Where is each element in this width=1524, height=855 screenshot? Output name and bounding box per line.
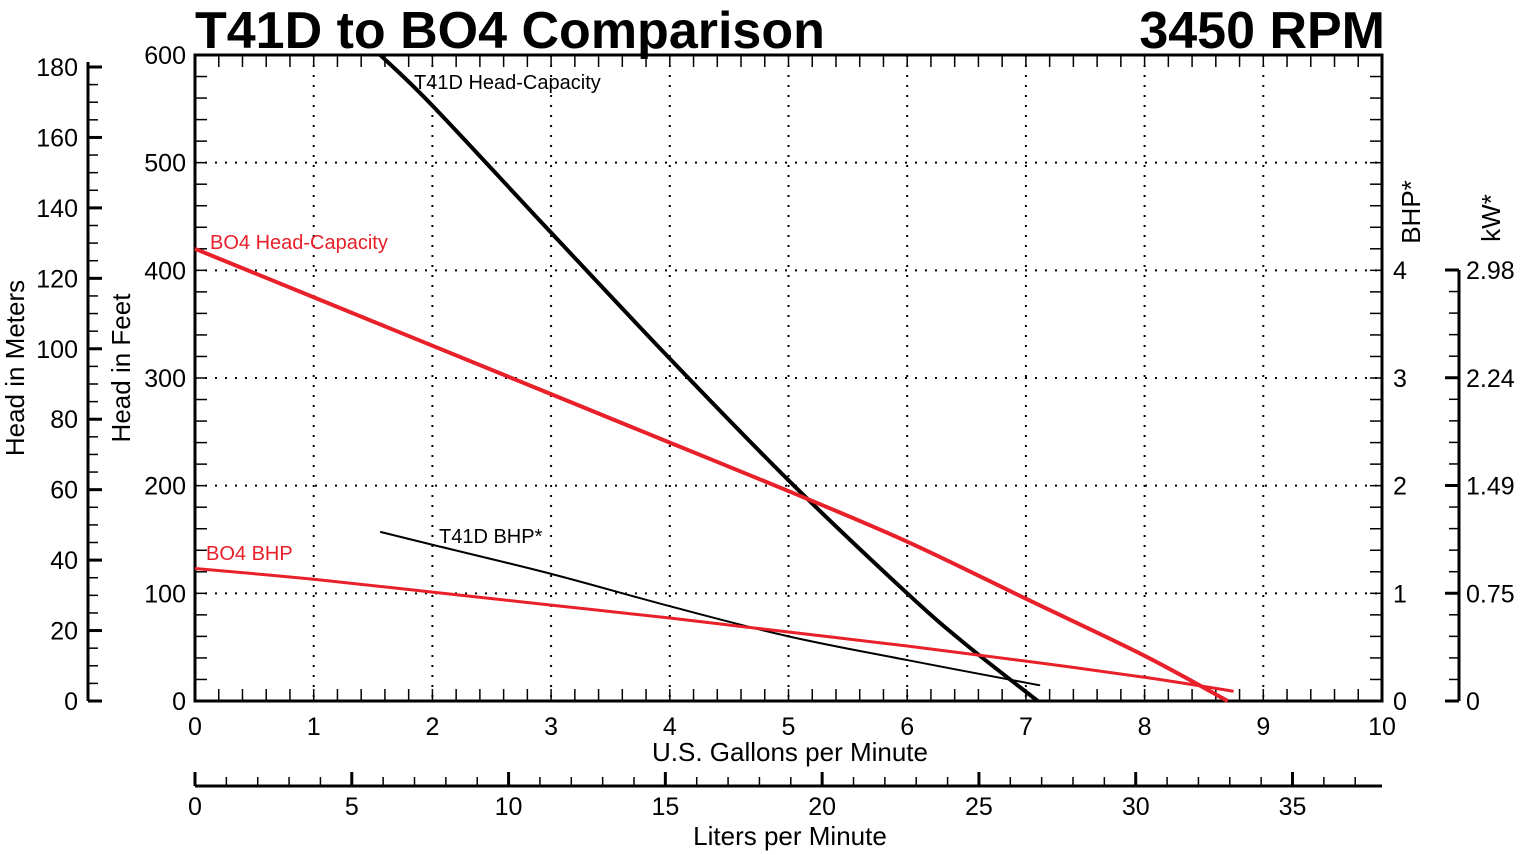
x-axis-lpm: 0 5 10 15 20 25 30 35: [188, 772, 1382, 821]
y-axis-kw-label: kW*: [1476, 194, 1506, 242]
x-gpm-tick-label: 8: [1138, 713, 1152, 741]
x-gpm-tick-label: 9: [1256, 713, 1270, 741]
y-bhp-tick-label: 0: [1393, 688, 1407, 716]
y-axis-bhp-label: BHP*: [1396, 180, 1426, 244]
y-meters-tick-label: 160: [36, 124, 78, 152]
y-kw-tick-label: 0.75: [1466, 580, 1515, 608]
curves: [194, 53, 1234, 703]
bo4-bhp-label: BO4 BHP: [206, 543, 293, 565]
x-axis-lpm-label: Liters per Minute: [693, 821, 887, 851]
y-kw-tick-label: 2.24: [1466, 365, 1515, 393]
y-bhp-tick-label: 2: [1393, 473, 1407, 501]
y-feet-tick-label: 300: [144, 365, 186, 393]
bo4-head-label: BO4 Head-Capacity: [210, 232, 388, 254]
x-gpm-tick-label: 7: [1019, 713, 1033, 741]
grid-lines: [195, 55, 1382, 701]
x-lpm-tick-label: 30: [1122, 793, 1150, 821]
x-gpm-tick-label: 4: [663, 713, 677, 741]
y-bhp-tick-label: 1: [1393, 580, 1407, 608]
y-meters-tick-label: 80: [50, 406, 78, 434]
y-meters-tick-label: 0: [64, 688, 78, 716]
plot-border: [193, 53, 1384, 703]
x-lpm-tick-label: 25: [965, 793, 993, 821]
y-meters-tick-label: 40: [50, 547, 78, 575]
y-meters-tick-label: 180: [36, 54, 78, 82]
y-axis-meters-label: Head in Meters: [0, 280, 30, 456]
plot-frame: [193, 53, 1384, 703]
x-gpm-tick-label: 2: [425, 713, 439, 741]
x-lpm-tick-label: 10: [495, 793, 523, 821]
x-gpm-tick-label: 5: [782, 713, 796, 741]
bo4-bhp-curve: [194, 566, 1234, 693]
y-feet-tick-label: 600: [144, 42, 186, 70]
chart-title: T41D to BO4 Comparison: [195, 2, 825, 60]
y-feet-tick-label: 500: [144, 150, 186, 178]
y-feet-tick-label: 0: [172, 688, 186, 716]
y-bhp-tick-label: 3: [1393, 365, 1407, 393]
x-gpm-tick-label: 10: [1368, 713, 1396, 741]
x-lpm-tick-label: 5: [345, 793, 359, 821]
x-lpm-tick-label: 35: [1279, 793, 1307, 821]
x-axis-gpm: 0 1 2 3 4 5 6 7 8 9 10: [188, 713, 1396, 741]
x-gpm-tick-label: 1: [307, 713, 321, 741]
x-lpm-tick-label: 0: [188, 793, 202, 821]
t41d-head-capacity-curve: [378, 53, 1040, 703]
y-meters-tick-label: 60: [50, 477, 78, 505]
y-axis-meters: 0 20 40 60 80 100 120 140 160 180: [36, 54, 102, 716]
y-meters-tick-label: 140: [36, 195, 78, 223]
x-gpm-tick-label: 3: [544, 713, 558, 741]
x-gpm-tick-label: 0: [188, 713, 202, 741]
x-lpm-tick-label: 15: [651, 793, 679, 821]
y-meters-tick-label: 20: [50, 618, 78, 646]
x-axis-gpm-label: U.S. Gallons per Minute: [652, 737, 928, 767]
y-bhp-tick-label: 4: [1393, 257, 1407, 285]
x-lpm-tick-label: 20: [808, 793, 836, 821]
t41d-bhp-curve: [379, 530, 1041, 687]
y-meters-tick-label: 100: [36, 336, 78, 364]
y-feet-tick-label: 200: [144, 473, 186, 501]
t41d-bhp-label: T41D BHP*: [439, 526, 543, 548]
y-kw-tick-label: 1.49: [1466, 473, 1515, 501]
y-axis-feet-label: Head in Feet: [106, 293, 136, 443]
y-feet-tick-label: 100: [144, 580, 186, 608]
y-axis-feet: 0 100 200 300 400 500 600: [144, 42, 186, 716]
x-gpm-tick-label: 6: [900, 713, 914, 741]
y-meters-tick-label: 120: [36, 265, 78, 293]
bo4-head-capacity-curve: [194, 246, 1229, 703]
y-axis-bhp: 0 1 2 3 4: [1393, 257, 1407, 716]
y-axis-kw: 0 0.75 1.49 2.24 2.98: [1445, 257, 1515, 716]
y-kw-tick-label: 2.98: [1466, 257, 1515, 285]
rpm-label: 3450 RPM: [1139, 2, 1385, 60]
y-feet-tick-label: 400: [144, 257, 186, 285]
y-kw-tick-label: 0: [1466, 688, 1480, 716]
t41d-head-label: T41D Head-Capacity: [414, 72, 601, 94]
